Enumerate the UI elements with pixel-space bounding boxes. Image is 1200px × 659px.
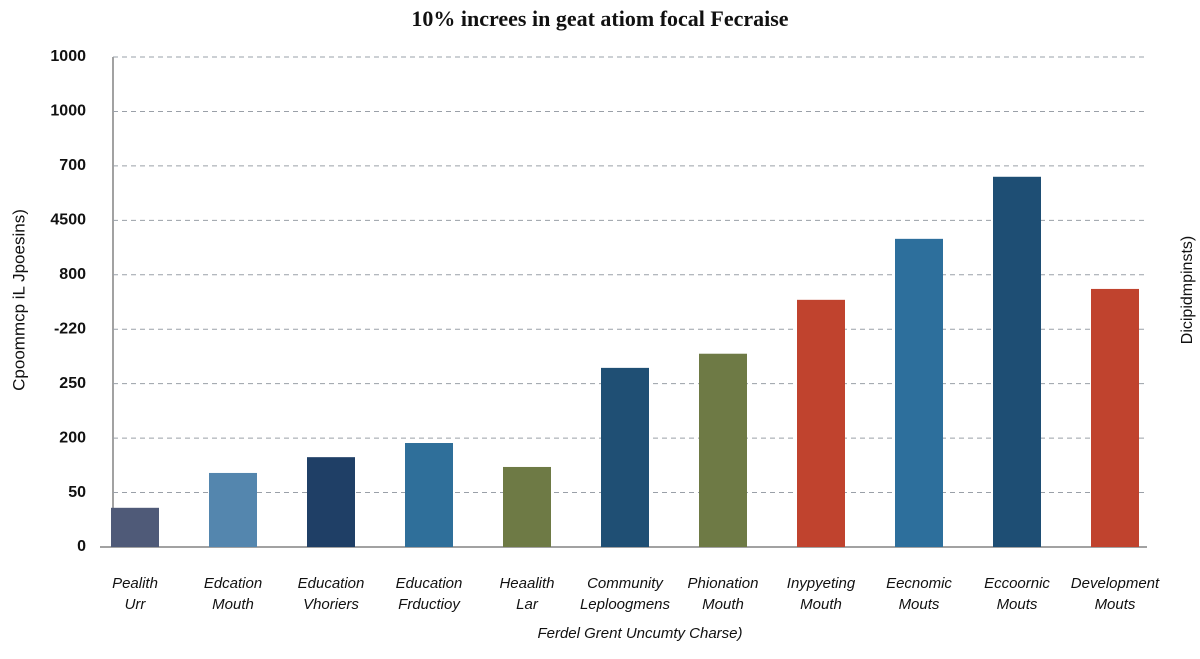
x-tick-label-line: Eecnomic — [886, 575, 952, 592]
bar — [503, 466, 551, 547]
x-tick-label-line: Development — [1071, 575, 1160, 592]
chart-title: 10% increes in geat atiom focal Fecraise — [411, 6, 788, 31]
x-tick-label-line: Lar — [516, 596, 539, 613]
y2-axis-label: Dicipidmpinsts) — [1179, 236, 1196, 344]
x-tick-label: Community Leploogmens — [580, 575, 671, 613]
x-tick-label: Pealith Urr — [112, 575, 158, 613]
x-tick-label-line: Mouth — [702, 596, 744, 613]
y-tick-label: 800 — [59, 266, 86, 283]
y-tick-label: 0 — [77, 538, 86, 555]
y-tick-label: 50 — [68, 484, 86, 501]
x-tick-label: Heaalith Lar — [499, 575, 554, 613]
y-tick-label: 1000 — [50, 103, 86, 120]
bar — [307, 457, 355, 547]
bar — [895, 238, 943, 547]
x-tick-label-line: Edcation — [204, 575, 262, 592]
y-tick-label: -220 — [54, 320, 86, 337]
x-tick-label-line: Frductioy — [398, 596, 461, 613]
bar — [209, 472, 257, 547]
bar — [405, 443, 453, 547]
x-tick-label-line: Urr — [125, 596, 147, 613]
y-tick-label: 700 — [59, 157, 86, 174]
x-tick-label-line: Mouth — [800, 596, 842, 613]
y-tick-label: 1000 — [50, 48, 86, 65]
x-tick-label: Phionation Mouth — [688, 575, 759, 613]
x-tick-label: Education Frductioy — [396, 575, 463, 613]
bar — [1091, 288, 1139, 547]
x-tick-label: Development Mouts — [1071, 575, 1160, 613]
x-tick-label-line: Mouts — [899, 596, 940, 613]
x-tick-label-line: Mouts — [1095, 596, 1136, 613]
x-tick-label-line: Heaalith — [499, 575, 554, 592]
x-tick-label-line: Eccoornic — [984, 575, 1050, 592]
x-tick-label-line: Mouts — [997, 596, 1038, 613]
bar — [601, 367, 649, 547]
x-tick-label: Edcation Mouth — [204, 575, 262, 613]
x-tick-label-line: Community — [587, 575, 664, 592]
bar — [699, 353, 747, 547]
x-tick-label: Eecnomic Mouts — [886, 575, 952, 613]
x-tick-label: Eccoornic Mouts — [984, 575, 1050, 613]
x-tick-label-line: Leploogmens — [580, 596, 671, 613]
bar — [797, 299, 845, 547]
y-tick-label: 250 — [59, 375, 86, 392]
y-tick-label: 4500 — [50, 212, 86, 229]
x-tick-label-line: Education — [396, 575, 463, 592]
bar — [111, 507, 159, 547]
x-tick-label-line: Vhoriers — [303, 596, 359, 613]
x-tick-label-line: Mouth — [212, 596, 254, 613]
x-axis-label: Ferdel Grent Uncumty Charse) — [537, 625, 742, 642]
x-tick-label-line: Phionation — [688, 575, 759, 592]
x-tick-label-line: Education — [298, 575, 365, 592]
y-tick-label: 200 — [59, 429, 86, 446]
x-tick-label: Education Vhoriers — [298, 575, 365, 613]
x-tick-label-line: Pealith — [112, 575, 158, 592]
x-tick-label: Inypyeting Mouth — [787, 575, 856, 613]
bar — [993, 176, 1041, 547]
y-axis-label: Cpoommcp iL Jpoesins) — [9, 209, 28, 391]
x-tick-label-line: Inypyeting — [787, 575, 856, 592]
